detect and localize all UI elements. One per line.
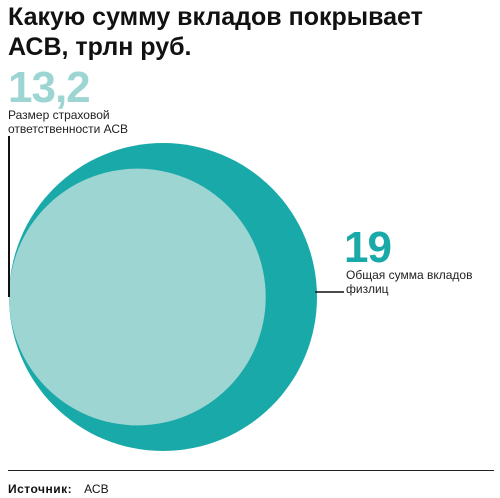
footer-divider <box>8 470 494 471</box>
insurance-liability-value: 13,2 <box>8 63 91 112</box>
insurance-liability-label: Размер страховой ответственности АСВ <box>8 108 129 136</box>
source-value: АСВ <box>84 482 109 496</box>
total-deposits-value: 19 <box>344 223 392 272</box>
source-note: Источник: АСВ <box>8 482 109 496</box>
source-label: Источник: <box>8 482 73 496</box>
insurance-liability-circle <box>9 168 266 426</box>
total-deposits-label: Общая сумма вкладов физлиц <box>346 268 473 296</box>
chart-title: Какую сумму вкладов покрывает АСВ, трлн … <box>8 3 423 61</box>
